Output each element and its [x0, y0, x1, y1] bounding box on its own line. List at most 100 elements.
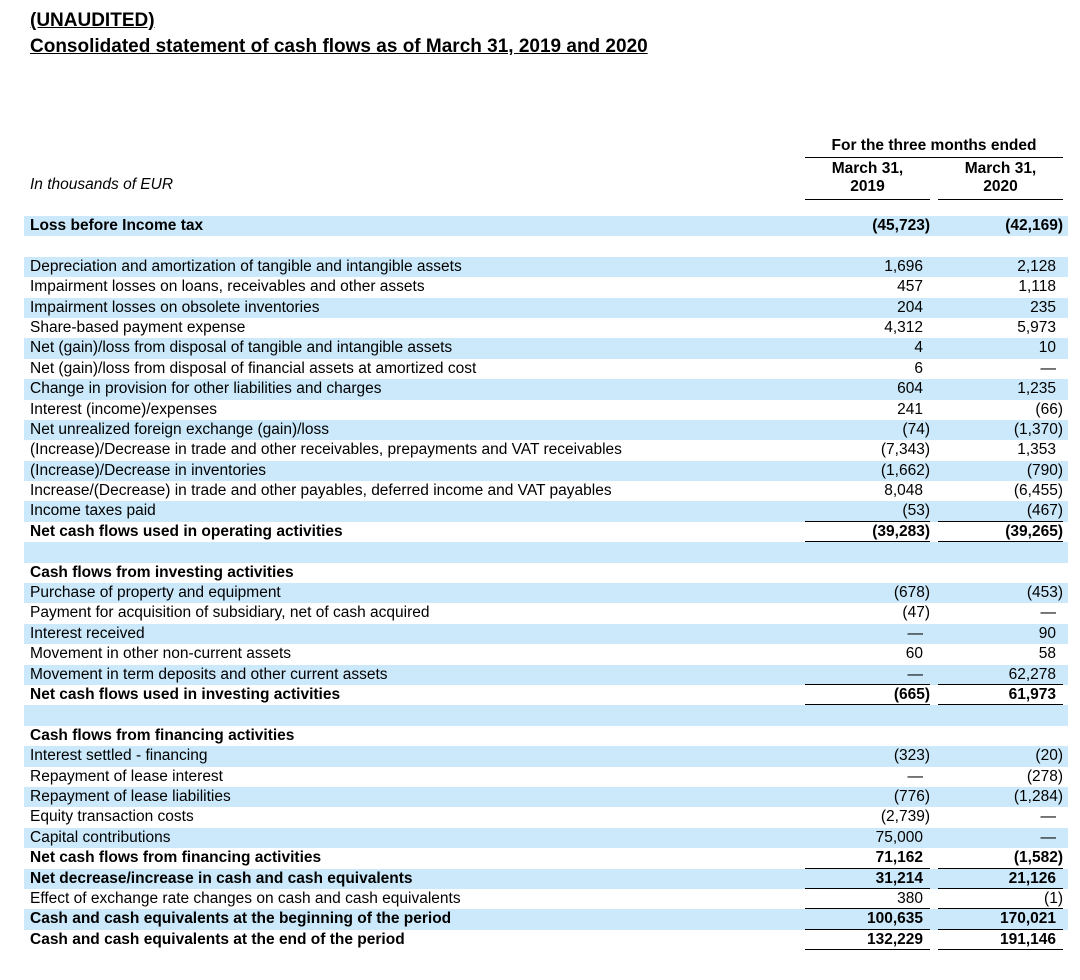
- value-2019: 71,162: [805, 848, 930, 869]
- table-row: Payment for acquisition of subsidiary, n…: [24, 603, 1068, 623]
- row-label: Increase/(Decrease) in trade and other p…: [30, 482, 612, 500]
- row-label: Net cash flows from financing activities: [30, 849, 322, 867]
- value-2019: (45,723): [872, 217, 930, 234]
- table-row: Purchase of property and equipment (678)…: [24, 583, 1068, 604]
- value-2019: 132,229: [805, 930, 930, 951]
- value-2020: 90: [1038, 624, 1056, 642]
- column-header-line: 2019: [850, 178, 885, 195]
- value-2020: 58: [1038, 645, 1056, 663]
- table-row: Movement in other non-current assets 60 …: [24, 644, 1068, 664]
- column-header-line: March 31,: [831, 160, 904, 177]
- unit-label: In thousands of EUR: [30, 176, 174, 193]
- table-row: Cash flows from investing activities: [24, 563, 1068, 583]
- value-2019: —: [907, 767, 924, 785]
- value-2019: (2,739): [880, 808, 930, 826]
- value-2020: —: [1040, 828, 1057, 846]
- value-2020: 21,126: [938, 869, 1063, 889]
- value-2019: (323): [893, 747, 930, 765]
- value-2020: 191,146: [938, 930, 1063, 951]
- value-2019: [805, 726, 930, 746]
- row-label: Net (gain)/loss from disposal of financi…: [30, 359, 477, 377]
- value-2020: (20): [1035, 747, 1063, 765]
- row-label: (Increase)/Decrease in inventories: [30, 461, 267, 479]
- column-header-line: 2020: [983, 178, 1018, 195]
- row-label: Net cash flows used in operating activit…: [30, 522, 343, 540]
- row-label: Change in provision for other liabilitie…: [30, 380, 382, 398]
- table-row: Impairment losses on loans, receivables …: [24, 277, 1068, 297]
- value-2019: 60: [905, 645, 923, 663]
- value-2020: (1,582): [938, 848, 1063, 869]
- value-2019: [805, 236, 930, 256]
- value-2020: 1,235: [1017, 380, 1056, 398]
- value-2020: —: [1040, 808, 1057, 826]
- table-row: Cash and cash equivalents at the beginni…: [24, 909, 1068, 930]
- table-row: Net cash flows used in operating activit…: [24, 522, 1068, 543]
- table-row: Cash flows from financing activities: [24, 726, 1068, 746]
- table-row: Impairment losses on obsolete inventorie…: [24, 297, 1068, 318]
- value-2020: [938, 705, 1063, 725]
- row-label: Income taxes paid: [30, 502, 156, 520]
- value-2019: 100,635: [805, 909, 930, 930]
- table-row: Increase/(Decrease) in trade and other p…: [24, 481, 1068, 501]
- value-2020: 170,021: [938, 909, 1063, 930]
- row-label: Capital contributions: [30, 828, 171, 846]
- row-label: Payment for acquisition of subsidiary, n…: [30, 604, 430, 622]
- value-2019: 1,696: [884, 257, 923, 275]
- title-block: (UNAUDITED) Consolidated statement of ca…: [30, 8, 648, 60]
- table-row: Repayment of lease interest — (278): [24, 767, 1068, 787]
- spacer-row: [24, 705, 1068, 726]
- value-2019: 204: [897, 298, 923, 316]
- table-row: Effect of exchange rate changes on cash …: [24, 889, 1068, 910]
- value-2020: [938, 726, 1063, 746]
- row-label: Impairment losses on loans, receivables …: [30, 278, 425, 296]
- row-label: Interest (income)/expenses: [30, 400, 217, 418]
- row-label: Cash and cash equivalents at the end of …: [30, 930, 405, 948]
- row-label: Share-based payment expense: [30, 318, 246, 336]
- table-row: Net cash flows used in investing activit…: [24, 685, 1068, 706]
- row-label: [24, 236, 797, 256]
- value-2019: (665): [805, 685, 930, 706]
- period-header-block: For the three months ended March 31, 201…: [805, 136, 1063, 200]
- value-2019: 6: [914, 359, 923, 377]
- row-label: Movement in other non-current assets: [30, 645, 292, 663]
- value-2020: (6,455): [1013, 482, 1063, 500]
- value-2019: 4: [914, 339, 923, 357]
- table-row: Share-based payment expense 4,312 5,973: [24, 318, 1068, 338]
- value-2019: 75,000: [875, 828, 923, 846]
- value-2020: 62,278: [938, 665, 1063, 685]
- value-2019: (47): [902, 604, 930, 622]
- value-2019: 8,048: [884, 482, 923, 500]
- column-headers: March 31, 2019 March 31, 2020: [805, 159, 1063, 200]
- value-2020: (1,370): [1013, 420, 1063, 438]
- row-label: Movement in term deposits and other curr…: [30, 665, 388, 683]
- row-label: Cash flows from financing activities: [30, 726, 295, 744]
- value-2020: 10: [1038, 339, 1056, 357]
- table-row: Net (gain)/loss from disposal of tangibl…: [24, 338, 1068, 359]
- table-row: Interest settled - financing (323) (20): [24, 746, 1068, 767]
- page-title: Consolidated statement of cash flows as …: [30, 36, 648, 57]
- value-2020: (467): [938, 501, 1063, 522]
- table-row: Net (gain)/loss from disposal of financi…: [24, 359, 1068, 379]
- value-2020: (278): [1026, 767, 1063, 785]
- table-row: Net unrealized foreign exchange (gain)/l…: [24, 419, 1068, 441]
- value-2020: (790): [1026, 461, 1063, 479]
- cash-flow-table: Loss before Income tax (45,723) (42,169)…: [24, 216, 1068, 951]
- row-label: (Increase)/Decrease in trade and other r…: [30, 441, 622, 459]
- spacer-row: [24, 542, 1068, 563]
- value-2019: (776): [893, 787, 930, 805]
- table-row: Movement in term deposits and other curr…: [24, 664, 1068, 685]
- value-2020: 2,128: [1017, 257, 1056, 275]
- table-row: Interest received — 90: [24, 623, 1068, 645]
- value-2020: 1,118: [1018, 278, 1056, 296]
- table-row: Income taxes paid (53) (467): [24, 501, 1068, 522]
- value-2019: 457: [897, 278, 923, 296]
- value-2019: (74): [902, 420, 930, 438]
- row-label: Interest settled - financing: [30, 747, 208, 765]
- value-2019: [805, 705, 930, 725]
- value-2019: 380: [805, 889, 930, 910]
- row-label: Net unrealized foreign exchange (gain)/l…: [30, 420, 329, 438]
- row-label: Depreciation and amortization of tangibl…: [30, 257, 462, 275]
- row-label: Purchase of property and equipment: [30, 584, 281, 602]
- row-label: [24, 705, 797, 725]
